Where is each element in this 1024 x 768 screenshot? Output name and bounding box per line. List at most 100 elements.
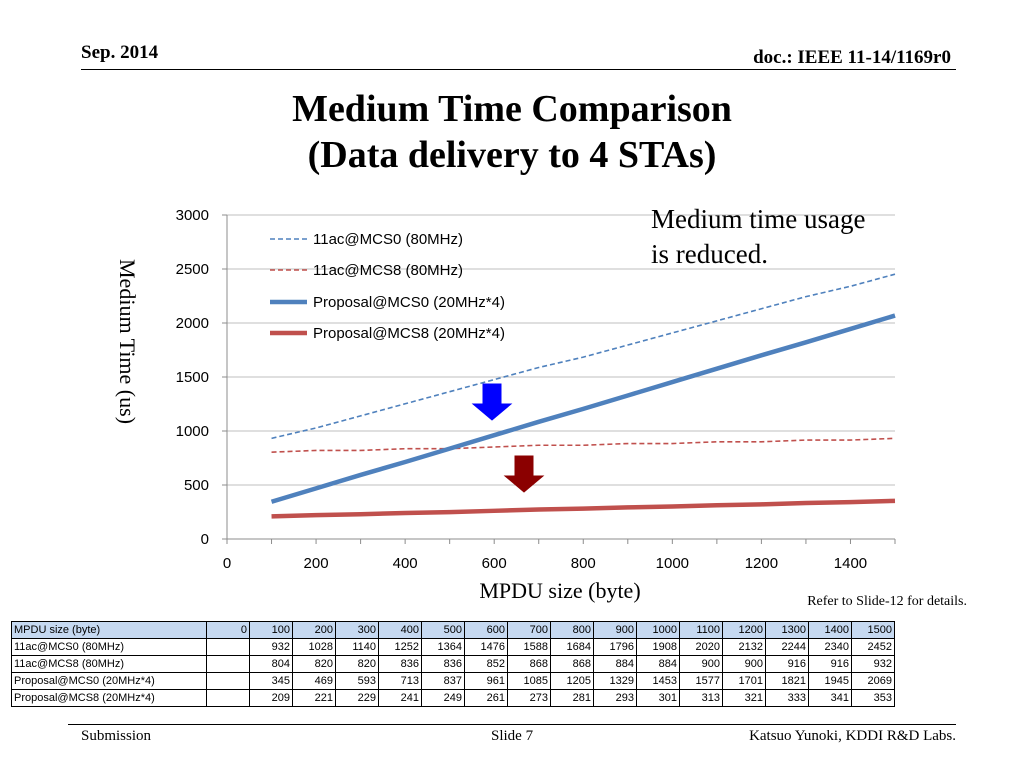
table-header-cell: 1100: [679, 621, 723, 639]
footer-author: Katsuo Yunoki, KDDI R&D Labs.: [749, 728, 956, 744]
table-cell: 852: [464, 655, 508, 673]
table-cell: 1028: [292, 638, 336, 656]
table-cell: 1908: [636, 638, 680, 656]
table-cell: 1364: [421, 638, 465, 656]
x-tick-label: 400: [393, 555, 418, 572]
down-arrow-blue: [471, 383, 513, 421]
table-cell: 353: [851, 689, 895, 707]
series-line-3: [270, 313, 896, 504]
table-cell: 333: [765, 689, 809, 707]
table-header-cell: 400: [378, 621, 422, 639]
table-cell: 837: [421, 672, 465, 690]
table-header-cell: 0: [206, 621, 250, 639]
series-line-2: [271, 437, 896, 453]
table-row: 11ac@MCS0 (80MHz) 932 1028 1140 1252 1364 1476…: [11, 638, 895, 656]
table-header-cell: 100: [249, 621, 293, 639]
header-divider: [81, 69, 956, 70]
table-cell: 1945: [808, 672, 852, 690]
header-date: Sep. 2014: [81, 42, 159, 63]
y-tick-label: 2500: [176, 261, 209, 278]
table-cell: 273: [507, 689, 551, 707]
down-arrow-red: [503, 455, 545, 493]
x-tick-label: 1400: [834, 555, 867, 572]
table-cell: 1140: [335, 638, 379, 656]
table-cell: 2069: [851, 672, 895, 690]
x-axis-label: MPDU size (byte): [0, 578, 1024, 604]
table-cell: 469: [292, 672, 336, 690]
table-cell: 884: [593, 655, 637, 673]
table-header-cell: 1000: [636, 621, 680, 639]
table-cell: 593: [335, 672, 379, 690]
table-cell: 1796: [593, 638, 637, 656]
table-cell: 313: [679, 689, 723, 707]
table-header-cell: 1200: [722, 621, 766, 639]
x-tick-label: 1200: [745, 555, 778, 572]
table-cell: [206, 638, 250, 656]
slide-title-line1: Medium Time Comparison: [292, 88, 732, 130]
y-tick-label: 500: [184, 477, 209, 494]
table-cell: 2020: [679, 638, 723, 656]
footer-submission: Submission: [81, 728, 152, 744]
annotation-line2: is reduced.: [651, 239, 768, 269]
table-cell: 836: [421, 655, 465, 673]
x-tick-label: 800: [571, 555, 596, 572]
table-header-cell: 600: [464, 621, 508, 639]
table-cell: 1085: [507, 672, 551, 690]
table-header-cell: 900: [593, 621, 637, 639]
table-cell: 345: [249, 672, 293, 690]
table-cell: 1577: [679, 672, 723, 690]
chart-axes: 0 500 1000 1500 2000 2500 3000 0 200 400 600 800 100…: [176, 207, 896, 572]
table-header-cell: 1500: [851, 621, 895, 639]
table-cell: [206, 689, 250, 707]
table-cell: 916: [765, 655, 809, 673]
table-cell: 900: [722, 655, 766, 673]
table-cell: 281: [550, 689, 594, 707]
table-cell: 836: [378, 655, 422, 673]
table-cell: 820: [335, 655, 379, 673]
table-cell: 916: [808, 655, 852, 673]
x-tick-label: 0: [223, 555, 231, 572]
table-cell: 2132: [722, 638, 766, 656]
y-axis-label-text: Medium Time (us): [115, 259, 140, 425]
chart-series: [270, 273, 896, 519]
table-cell: 1252: [378, 638, 422, 656]
footer-slide-number: Slide 7: [491, 728, 534, 744]
x-tick-label: 1000: [656, 555, 689, 572]
y-axis-label: Medium Time (us): [115, 259, 141, 424]
table-cell: 932: [851, 655, 895, 673]
table-header-cell: 1300: [765, 621, 809, 639]
table-cell: 2340: [808, 638, 852, 656]
table-cell: 1329: [593, 672, 637, 690]
table-cell: 321: [722, 689, 766, 707]
table-cell: 249: [421, 689, 465, 707]
table-cell: 301: [636, 689, 680, 707]
table-cell: 804: [249, 655, 293, 673]
table-cell: 209: [249, 689, 293, 707]
table-cell: 820: [292, 655, 336, 673]
legend-label: 11ac@MCS8 (80MHz): [313, 262, 463, 279]
table-header-cell: 200: [292, 621, 336, 639]
slide-title: Medium Time Comparison (Data delivery to…: [0, 86, 1024, 178]
table-row: 11ac@MCS8 (80MHz) 804 820 820 836 836 852 868 86…: [11, 655, 895, 673]
y-tick-label: 1000: [176, 423, 209, 440]
table-cell: 1205: [550, 672, 594, 690]
table-cell: 1684: [550, 638, 594, 656]
x-tick-label: 600: [482, 555, 507, 572]
table-row: Proposal@MCS8 (20MHz*4) 209 221 229 241 249 26…: [11, 689, 895, 707]
chart-grid: [227, 214, 895, 486]
data-table: MPDU size (byte) 0 100 200 300 400 500 600 700 80…: [11, 621, 895, 707]
table-header-cell: 700: [507, 621, 551, 639]
table-header-label: MPDU size (byte): [11, 621, 207, 639]
table-row-label: 11ac@MCS8 (80MHz): [11, 655, 207, 673]
table-cell: 1588: [507, 638, 551, 656]
table-cell: 713: [378, 672, 422, 690]
y-tick-label: 0: [201, 531, 209, 548]
annotation-line1: Medium time usage: [651, 204, 866, 234]
table-header-cell: 800: [550, 621, 594, 639]
x-tick-label: 200: [304, 555, 329, 572]
header-doc-id: doc.: IEEE 11-14/1169r0: [753, 47, 951, 68]
details-note: Refer to Slide-12 for details.: [807, 594, 967, 609]
table-cell: 2452: [851, 638, 895, 656]
table-cell: 1701: [722, 672, 766, 690]
line-chart: 0 500 1000 1500 2000 2500 3000 0 200 400 600 800 100…: [176, 207, 896, 572]
